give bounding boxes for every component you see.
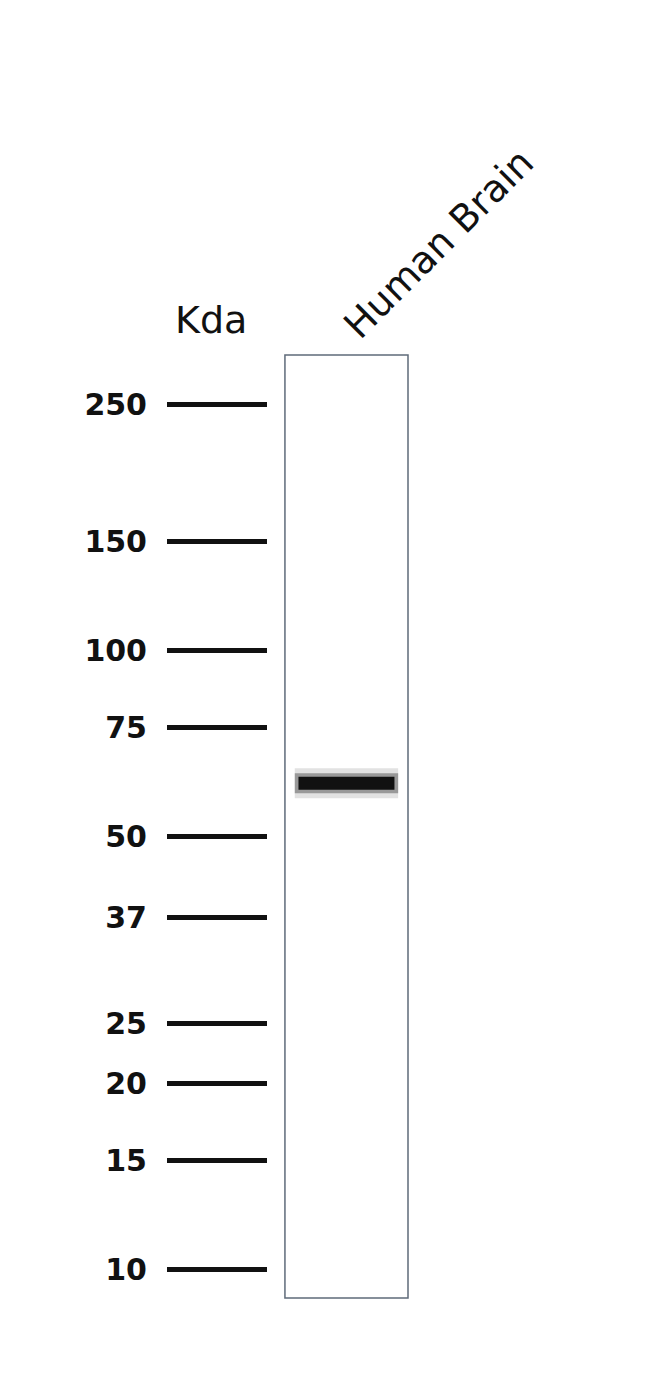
svg-text:20: 20 [105,1066,147,1101]
svg-text:15: 15 [105,1143,147,1178]
svg-text:37: 37 [105,900,147,935]
svg-text:Human Brain: Human Brain [335,140,542,347]
svg-text:250: 250 [84,387,147,422]
svg-text:150: 150 [84,524,147,559]
svg-text:Kda: Kda [175,298,247,342]
svg-text:75: 75 [105,710,147,745]
svg-text:10: 10 [105,1252,147,1287]
svg-text:100: 100 [84,633,147,668]
svg-text:25: 25 [105,1006,147,1041]
svg-text:50: 50 [105,819,147,854]
